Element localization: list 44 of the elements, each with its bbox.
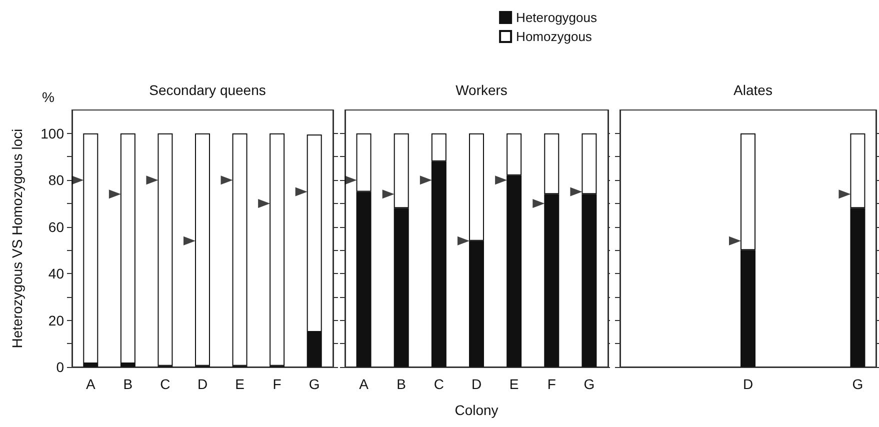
x-tick-label: C (160, 376, 170, 392)
x-tick-label: B (396, 376, 406, 392)
y-tick-label: 0 (56, 359, 64, 375)
point (108, 190, 121, 199)
chart-title: Alates (734, 82, 772, 98)
y-tick-label: 100 (40, 125, 64, 142)
x-tick-label: D (471, 376, 482, 392)
x-tick-label: G (852, 376, 864, 392)
y-tick-label: 60 (48, 218, 64, 235)
point (258, 198, 270, 208)
x-tick-label: D (197, 376, 208, 392)
x-tick-label: F (547, 376, 556, 392)
x-tick-label: F (272, 376, 282, 392)
point (146, 176, 158, 185)
point (72, 176, 84, 185)
chart-title: Workers (456, 82, 508, 98)
y-axis-title: Heterozygous VS Homozygous loci (9, 128, 25, 348)
legend-label: Homozygous (516, 29, 592, 44)
x-tick-label: G (308, 376, 320, 392)
x-tick-label: E (235, 376, 244, 392)
x-tick-label: E (509, 376, 519, 392)
point (570, 187, 582, 196)
y-tick-label: 80 (48, 172, 64, 188)
point (420, 176, 432, 185)
x-tick-label: C (434, 376, 444, 392)
point (184, 236, 196, 246)
x-tick-label: D (742, 376, 754, 392)
x-tick-label: B (123, 376, 133, 392)
point (458, 236, 470, 246)
x-tick-label: G (584, 376, 595, 392)
legend-label: Heterogygous (516, 10, 598, 25)
x-tick-label: A (86, 376, 96, 392)
point (495, 176, 508, 185)
y-tick-label: 40 (48, 266, 64, 282)
point (295, 187, 308, 196)
point (344, 176, 357, 185)
point (532, 198, 545, 208)
x-tick-label: A (359, 376, 370, 392)
y-tick-label: 20 (48, 312, 64, 328)
point (382, 190, 394, 199)
x-axis-title: Colony (454, 402, 498, 418)
text: % (42, 89, 54, 105)
chart-title: Secondary queens (149, 82, 266, 98)
point (220, 176, 233, 185)
